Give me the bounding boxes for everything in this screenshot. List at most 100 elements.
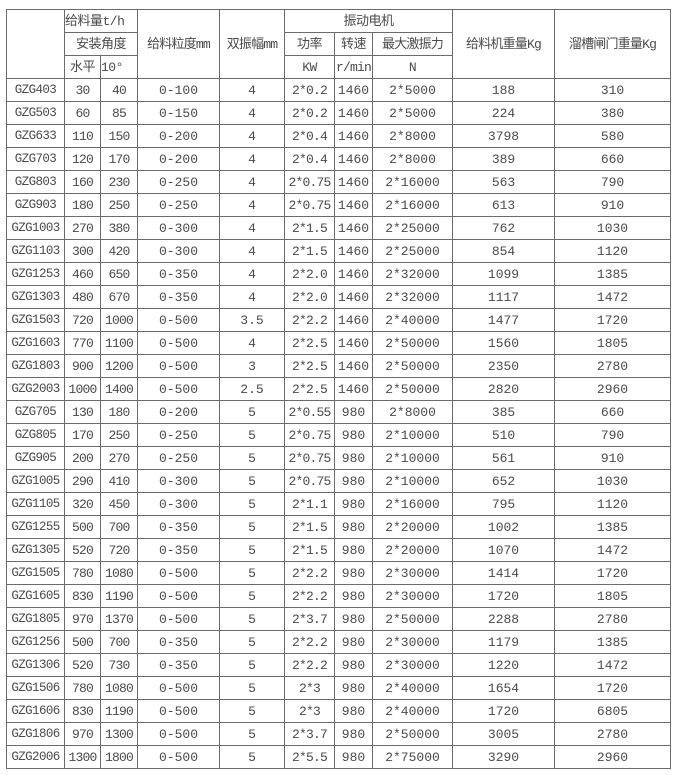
cell-feed-horizontal: 180: [64, 193, 101, 217]
cell-power: 2*3.7: [284, 722, 335, 746]
header-horizontal: 水平: [64, 55, 101, 79]
cell-feed-size: 0-150: [137, 101, 220, 125]
cell-feed-size: 0-100: [137, 78, 220, 102]
cell-model: GZG403: [6, 78, 65, 102]
cell-speed: 1460: [334, 308, 373, 332]
cell-feed-10deg: 1200: [100, 354, 138, 378]
cell-speed: 1460: [334, 216, 373, 240]
cell-force: 2*40000: [371, 699, 454, 723]
cell-feed-horizontal: 170: [64, 423, 101, 447]
cell-feed-size: 0-200: [137, 147, 220, 171]
cell-feed-horizontal: 120: [64, 147, 101, 171]
cell-power: 2*0.75: [284, 469, 335, 493]
cell-speed: 980: [334, 515, 373, 539]
table-row: GZG805 170 250 0-250 5 2*0.75 980 2*10000 510 790: [6, 423, 672, 447]
cell-power: 2*3.7: [284, 607, 335, 631]
cell-power: 2*5.5: [284, 745, 335, 769]
cell-power: 2*2.0: [284, 285, 335, 309]
cell-gate-weight: 1385: [554, 262, 672, 286]
cell-feed-size: 0-200: [137, 124, 220, 148]
table-row: GZG1305 520 720 0-350 5 2*1.5 980 2*20000 1070 14…: [6, 538, 672, 562]
cell-feed-size: 0-500: [137, 699, 220, 723]
cell-feed-size: 0-250: [137, 170, 220, 194]
cell-gate-weight: 1720: [554, 676, 672, 700]
cell-power: 2*1.5: [284, 515, 335, 539]
header-feeder-weight: 给料机重量Kg: [452, 9, 556, 79]
cell-feed-size: 0-300: [137, 239, 220, 263]
cell-feed-10deg: 1800: [100, 745, 138, 769]
cell-speed: 1460: [334, 170, 373, 194]
cell-feeder-weight: 613: [452, 193, 556, 217]
cell-force: 2*30000: [371, 630, 454, 654]
cell-feed-size: 0-500: [137, 722, 220, 746]
cell-feeder-weight: 2350: [452, 354, 556, 378]
table-row: GZG703 120 170 0-200 4 2*0.4 1460 2*8000 389 660: [6, 147, 672, 171]
cell-model: GZG1605: [6, 584, 65, 608]
cell-gate-weight: 660: [554, 147, 672, 171]
cell-amplitude: 3.5: [219, 308, 285, 332]
cell-speed: 980: [334, 400, 373, 424]
cell-force: 2*30000: [371, 584, 454, 608]
cell-force: 2*8000: [371, 124, 454, 148]
header-install-angle: 安装角度: [64, 32, 138, 56]
cell-feed-10deg: 730: [100, 653, 138, 677]
cell-force: 2*30000: [371, 653, 454, 677]
cell-feed-horizontal: 830: [64, 699, 101, 723]
cell-feeder-weight: 1002: [452, 515, 556, 539]
cell-amplitude: 5: [219, 745, 285, 769]
cell-gate-weight: 1472: [554, 285, 672, 309]
cell-feed-10deg: 700: [100, 630, 138, 654]
cell-feeder-weight: 2288: [452, 607, 556, 631]
table-row: GZG1603 770 1100 0-500 4 2*2.5 1460 2*50000 1560…: [6, 331, 672, 355]
cell-force: 2*32000: [371, 285, 454, 309]
cell-power: 2*0.55: [284, 400, 335, 424]
cell-model: GZG1803: [6, 354, 65, 378]
cell-feeder-weight: 389: [452, 147, 556, 171]
cell-speed: 980: [334, 584, 373, 608]
header-power: 功率: [284, 32, 335, 56]
cell-feed-10deg: 40: [100, 78, 138, 102]
cell-feed-size: 0-500: [137, 308, 220, 332]
cell-amplitude: 5: [219, 538, 285, 562]
cell-speed: 1460: [334, 124, 373, 148]
cell-gate-weight: 790: [554, 170, 672, 194]
header-feed-rate: 给料量t/h: [64, 9, 138, 33]
cell-force: 2*5000: [371, 101, 454, 125]
table-row: GZG1506 780 1080 0-500 5 2*3 980 2*40000 1654 172…: [6, 676, 672, 700]
cell-feeder-weight: 1099: [452, 262, 556, 286]
cell-feed-size: 0-250: [137, 423, 220, 447]
cell-gate-weight: 1120: [554, 492, 672, 516]
cell-model: GZG705: [6, 400, 65, 424]
cell-speed: 1460: [334, 262, 373, 286]
cell-feed-10deg: 700: [100, 515, 138, 539]
cell-feed-10deg: 450: [100, 492, 138, 516]
cell-gate-weight: 1720: [554, 561, 672, 585]
cell-feed-size: 0-500: [137, 377, 220, 401]
cell-amplitude: 4: [219, 101, 285, 125]
cell-amplitude: 5: [219, 722, 285, 746]
cell-amplitude: 5: [219, 699, 285, 723]
cell-model: GZG1306: [6, 653, 65, 677]
cell-amplitude: 4: [219, 216, 285, 240]
cell-gate-weight: 910: [554, 193, 672, 217]
cell-feeder-weight: 510: [452, 423, 556, 447]
cell-gate-weight: 1805: [554, 584, 672, 608]
cell-force: 2*40000: [371, 676, 454, 700]
cell-feed-10deg: 250: [100, 423, 138, 447]
cell-feeder-weight: 1560: [452, 331, 556, 355]
cell-speed: 1460: [334, 239, 373, 263]
cell-feeder-weight: 2820: [452, 377, 556, 401]
cell-feed-size: 0-350: [137, 262, 220, 286]
header-power-unit: KW: [284, 55, 335, 79]
cell-model: GZG1103: [6, 239, 65, 263]
cell-power: 2*1.5: [284, 538, 335, 562]
cell-model: GZG803: [6, 170, 65, 194]
cell-power: 2*0.75: [284, 193, 335, 217]
table-row: GZG1503 720 1000 0-500 3.5 2*2.2 1460 2*40000 14…: [6, 308, 672, 332]
cell-model: GZG1303: [6, 285, 65, 309]
table-row: GZG2006 1300 1800 0-500 5 2*5.5 980 2*75000 3290…: [6, 745, 672, 769]
cell-speed: 1460: [334, 78, 373, 102]
cell-amplitude: 5: [219, 400, 285, 424]
cell-feeder-weight: 1720: [452, 584, 556, 608]
header-amplitude: 双振幅mm: [219, 9, 285, 79]
